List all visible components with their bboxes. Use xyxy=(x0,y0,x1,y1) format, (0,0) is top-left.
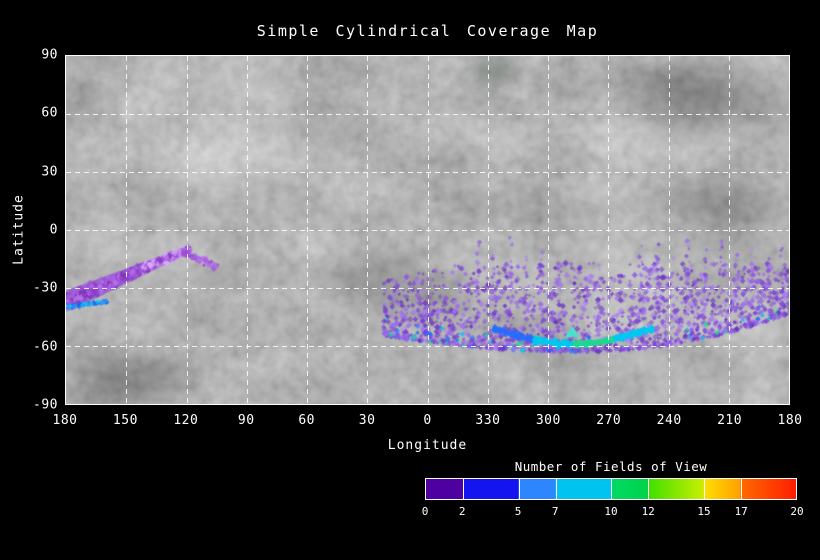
colorbar-tick-label: 7 xyxy=(551,505,559,518)
colorbar-separator xyxy=(518,479,520,499)
y-tick-label: 90 xyxy=(41,47,58,63)
x-tick-label: 30 xyxy=(358,413,376,428)
y-tick-label: -30 xyxy=(33,280,58,296)
colorbar-separator xyxy=(555,479,557,499)
gridline-horizontal xyxy=(66,114,789,115)
x-tick-label: 300 xyxy=(535,413,561,428)
x-tick-label: 270 xyxy=(596,413,622,428)
y-tick-label: -90 xyxy=(33,397,58,413)
colorbar-tick-label: 17 xyxy=(734,505,748,518)
colorbar xyxy=(425,478,797,500)
colorbar-separator xyxy=(648,479,649,499)
colorbar-tick-label: 10 xyxy=(604,505,618,518)
colorbar-separator xyxy=(740,479,742,499)
colorbar-separator xyxy=(611,479,612,499)
x-axis-title: Longitude xyxy=(387,438,468,453)
x-tick-label: 0 xyxy=(423,413,432,428)
x-tick-label: 180 xyxy=(52,413,78,428)
colorbar-tick-label: 12 xyxy=(641,505,655,518)
y-tick-label: 30 xyxy=(41,164,58,180)
y-tick-label: 60 xyxy=(41,105,58,121)
x-tick-label: 90 xyxy=(237,413,255,428)
colorbar-title: Number of Fields of View xyxy=(514,459,708,474)
x-tick-label: 210 xyxy=(717,413,743,428)
gridline-horizontal xyxy=(66,230,789,231)
colorbar-tick-label: 20 xyxy=(790,505,804,518)
y-tick-label: 0 xyxy=(49,222,58,238)
gridline-horizontal xyxy=(66,172,789,173)
colorbar-tick-label: 5 xyxy=(514,505,522,518)
gridline-horizontal xyxy=(66,288,789,289)
x-tick-label: 150 xyxy=(112,413,138,428)
colorbar-separator xyxy=(463,479,464,499)
x-tick-label: 330 xyxy=(475,413,501,428)
colorbar-tick-label: 15 xyxy=(697,505,711,518)
y-tick-label: -60 xyxy=(33,339,58,355)
chart-title: Simple Cylindrical Coverage Map xyxy=(256,22,599,40)
colorbar-tick-label: 2 xyxy=(458,505,466,518)
gridline-horizontal xyxy=(66,346,789,347)
colorbar-separator xyxy=(703,479,705,499)
x-tick-label: 180 xyxy=(777,413,803,428)
grid-overlay xyxy=(66,56,789,404)
x-tick-label: 60 xyxy=(298,413,315,428)
plot-area xyxy=(65,55,790,405)
colorbar-tick-label: 0 xyxy=(421,505,429,518)
x-tick-label: 240 xyxy=(656,413,682,428)
x-tick-label: 120 xyxy=(173,413,199,428)
